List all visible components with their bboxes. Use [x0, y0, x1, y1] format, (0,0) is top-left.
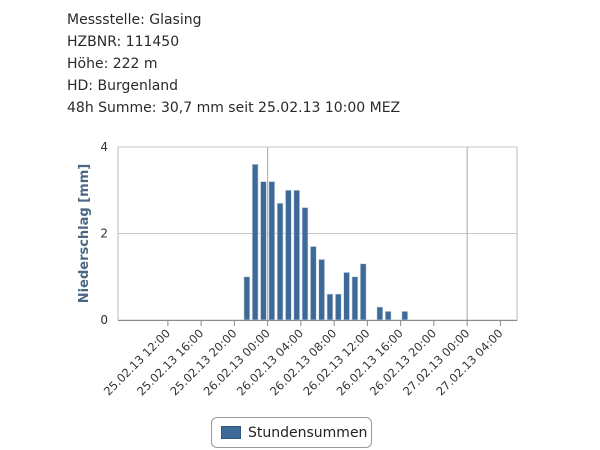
bar	[326, 293, 334, 321]
bar	[351, 276, 359, 321]
bar	[285, 189, 292, 321]
bar	[310, 246, 317, 321]
bar	[251, 164, 259, 321]
bar	[293, 189, 300, 321]
station-48h-sum: 48h Summe: 30,7 mm seit 25.02.13 10:00 M…	[67, 100, 401, 116]
y-tick-label: 4	[100, 140, 108, 154]
station-info: Messstelle: Glasing HZBNR: 111450 Höhe: …	[67, 9, 400, 119]
station-name: Messstelle: Glasing	[67, 12, 202, 28]
bar	[301, 207, 309, 321]
station-hd: HD: Burgenland	[67, 78, 179, 94]
legend-label: Stundensummen	[248, 424, 368, 441]
chart-legend[interactable]: Stundensummen	[211, 417, 372, 448]
bar	[260, 181, 267, 321]
bar	[360, 263, 367, 321]
bar	[335, 293, 342, 321]
bar	[401, 311, 408, 321]
bar	[268, 181, 275, 321]
y-tick-label: 2	[100, 227, 108, 241]
bar	[343, 272, 350, 321]
bar	[276, 202, 284, 321]
bar	[243, 276, 251, 321]
station-hzbnr: HZBNR: 111450	[67, 34, 180, 50]
bar	[384, 311, 392, 321]
bar	[376, 306, 384, 321]
legend-swatch	[221, 426, 241, 439]
station-altitude: Höhe: 222 m	[67, 56, 158, 72]
y-tick-label: 0	[100, 313, 108, 327]
y-axis-label: Niederschlag [mm]	[77, 164, 92, 303]
bar	[318, 259, 325, 321]
